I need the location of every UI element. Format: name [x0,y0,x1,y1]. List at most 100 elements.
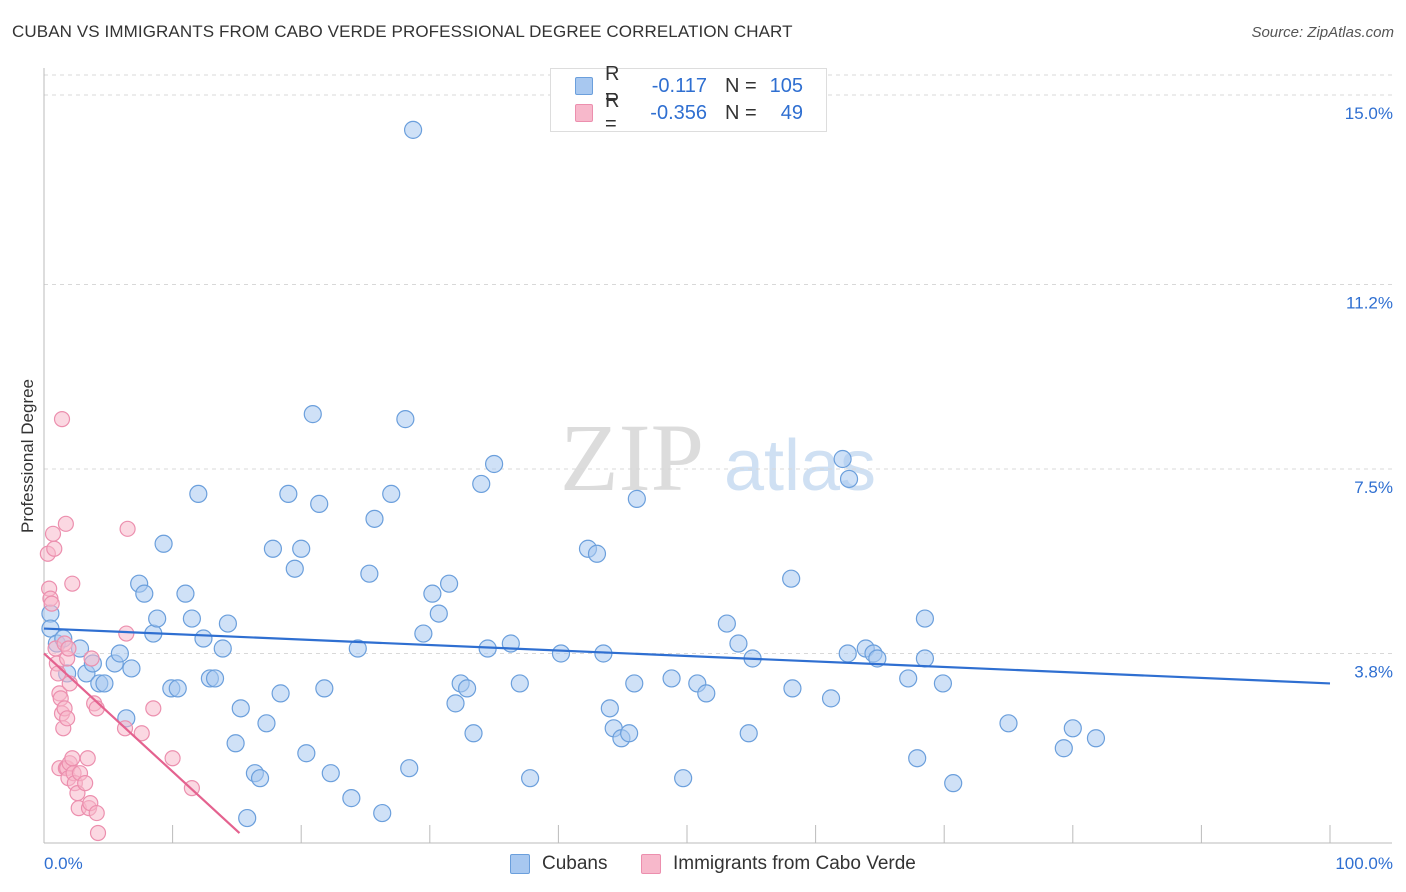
cubans-point [205,669,225,688]
cubans-point [600,699,619,718]
cubans-point [373,803,392,823]
cubans-point [279,484,298,504]
cubans-point [148,609,167,628]
cubans-point [297,744,316,763]
bottom-legend-cubans: Cubans [510,852,608,876]
legend-n-value: 105 [769,74,803,97]
cubans-point [439,574,459,593]
cubans-point [908,749,927,768]
cubans-point [915,649,935,668]
cubans-point [423,584,442,603]
cabo-verde-point [60,640,77,657]
cabo-verde-point [118,625,135,642]
stats-legend: R = -0.117 N = 105 R = -0.356 N = 49 [550,63,827,135]
cubans-point [739,724,758,743]
y-tick-label: 7.5% [1354,478,1393,497]
cabo-verde-swatch [575,104,593,122]
cubans-point [821,689,841,708]
cubans-point [783,679,802,698]
cubans-point [620,724,639,743]
cubans-point [510,674,529,693]
cubans-point [1086,729,1106,748]
watermark-atlas: atlas [724,426,876,506]
legend-r-label: R = [605,90,620,135]
cubans-point [396,410,415,429]
cubans-point [868,649,887,668]
cubans-point [899,669,918,688]
cabo-verde-point [88,804,105,822]
cabo-verde-point [79,750,96,767]
x-tick-label: 100.0% [1335,854,1393,873]
chart-title: CUBAN VS IMMIGRANTS FROM CABO VERDE PROF… [12,22,793,41]
cubans-point [250,769,270,788]
cubans-point [446,694,465,713]
gridlines [44,74,1392,654]
cubans-point [782,569,801,588]
cabo-verde-point [53,411,71,428]
cubans-point [944,774,963,793]
cabo-verde-point [46,540,63,557]
cubans-point [95,674,114,693]
cubans-point [218,614,237,633]
cubans-point [292,539,311,558]
cubans-point [839,469,859,489]
cubans-point [472,474,491,494]
cubans-point [226,734,245,753]
cubans-legend-label: Cubans [542,853,608,874]
cubans-swatch [510,854,530,874]
cabo-verde-point [145,700,162,717]
cabo-verde-point [164,750,181,767]
cubans-point [403,120,423,139]
cabo-verde-point [43,595,60,612]
cubans-point [176,584,195,603]
cubans-point [154,534,173,553]
cubans-point [729,634,748,653]
cubans-point [933,674,953,693]
y-axis-label: Professional Degree [18,379,37,533]
cabo-verde-point [89,824,107,842]
bottom-legend-cabo-verde: Immigrants from Cabo Verde [641,852,916,876]
cubans-point [213,639,232,658]
legend-n-label: N = [725,74,757,97]
cubans-point [697,684,716,703]
y-tick-label: 15.0% [1345,104,1393,123]
cubans-point [662,669,681,688]
cabo-verde-trend-line [43,652,241,834]
cubans-trend-line [43,627,1331,685]
cabo-verde-point [44,525,62,542]
legend-row-cubans: R = -0.117 N = 105 [575,63,803,108]
x-tick-label: 0.0% [44,854,83,873]
cubans-point [182,609,201,628]
trend-lines [43,627,1331,834]
cubans-swatch [575,77,593,95]
cubans-point [189,484,208,504]
cubans-point [238,808,257,828]
cubans-point [315,679,334,698]
cabo-verde-point [83,650,100,667]
cubans-point [551,644,571,663]
cubans-point [485,454,504,474]
cubans-point [625,674,644,693]
axes [43,68,1392,844]
cabo-verde-points [39,411,200,842]
legend-r-value: -0.117 [651,74,707,97]
legend-n-label: N = [725,101,757,124]
y-tick-labels: 3.8% 7.5% 11.2% 15.0% [1345,104,1393,682]
legend-r-value: -0.356 [650,101,707,124]
cubans-point [521,769,540,788]
cabo-verde-point [64,750,81,767]
cabo-verde-point [133,725,150,742]
cubans-point [429,604,448,623]
cubans-point [999,714,1018,733]
cubans-point [457,679,477,698]
legend-r-label: R = [605,63,620,108]
cubans-point [303,405,322,424]
cubans-point [674,769,693,788]
legend-n-value: 49 [780,101,803,124]
cabo-verde-swatch [641,854,661,874]
cubans-point [168,679,187,698]
cubans-point [717,614,736,633]
cubans-point [263,539,283,558]
cabo-verde-point [77,775,94,792]
